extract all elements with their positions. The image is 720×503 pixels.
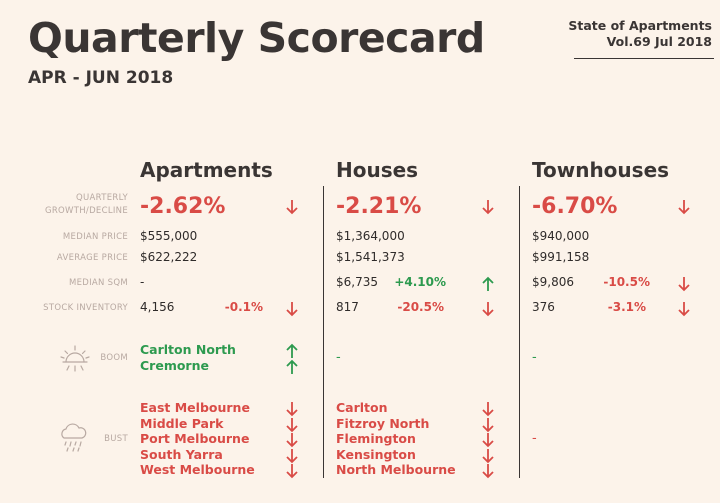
up-arrow-icon — [285, 343, 299, 359]
apartments-stock: 4,156 — [140, 300, 175, 314]
down-arrow-icon — [285, 432, 299, 448]
bust-suburb: Fitzroy North — [336, 416, 430, 431]
down-arrow-icon — [285, 463, 299, 479]
townhouses-growth: -6.70% — [532, 194, 618, 219]
townhouses-stock-change: -3.1% — [607, 300, 646, 314]
townhouses-median-price: $940,000 — [532, 229, 590, 243]
townhouses-average-price: $991,158 — [532, 250, 590, 264]
apartments-average-price: $622,222 — [140, 250, 198, 264]
column-header-apartments: Apartments — [140, 158, 273, 182]
down-arrow-icon — [285, 401, 299, 417]
down-arrow-icon — [285, 417, 299, 433]
down-arrow-icon — [481, 417, 495, 433]
houses-stock: 817 — [336, 300, 359, 314]
period-subtitle: APR - JUN 2018 — [28, 68, 174, 88]
down-arrow-icon — [481, 432, 495, 448]
row-label-growth-1: QUARTERLY — [76, 193, 128, 203]
bust-suburb: Carlton — [336, 400, 388, 415]
apartments-median-sqm: - — [140, 275, 145, 289]
down-arrow-icon — [677, 199, 691, 215]
bust-suburb: Port Melbourne — [140, 431, 250, 446]
column-divider — [323, 186, 324, 478]
bust-suburb: Kensington — [336, 447, 416, 462]
down-arrow-icon — [481, 448, 495, 464]
houses-median-sqm: $6,735 — [336, 275, 378, 289]
houses-average-price: $1,541,373 — [336, 250, 405, 264]
down-arrow-icon — [481, 463, 495, 479]
houses-boom-none: - — [336, 350, 341, 365]
houses-growth: -2.21% — [336, 194, 422, 219]
page-title: Quarterly Scorecard — [28, 14, 485, 62]
down-arrow-icon — [285, 199, 299, 215]
bust-suburb: North Melbourne — [336, 462, 456, 477]
rain-cloud-icon — [56, 420, 90, 458]
boom-suburb: Carlton North — [140, 342, 236, 357]
column-header-houses: Houses — [336, 158, 419, 182]
bust-suburb: West Melbourne — [140, 462, 255, 477]
sun-icon — [58, 341, 92, 379]
row-label-median-sqm: MEDIAN SQM — [68, 278, 128, 288]
boom-suburb: Cremorne — [140, 358, 209, 373]
down-arrow-icon — [481, 301, 495, 317]
row-label-growth-2: GROWTH/DECLINE — [44, 206, 128, 216]
column-header-townhouses: Townhouses — [532, 158, 670, 182]
townhouses-median-sqm: $9,806 — [532, 275, 574, 289]
publication-divider — [574, 58, 714, 59]
down-arrow-icon — [481, 401, 495, 417]
townhouses-boom-none: - — [532, 350, 537, 365]
houses-sqm-change: +4.10% — [394, 275, 446, 289]
down-arrow-icon — [677, 301, 691, 317]
townhouses-stock: 376 — [532, 300, 555, 314]
apartments-median-price: $555,000 — [140, 229, 198, 243]
bust-suburb: Middle Park — [140, 416, 224, 431]
row-label-median-price: MEDIAN PRICE — [62, 232, 128, 242]
bust-suburb: Flemington — [336, 431, 416, 446]
houses-median-price: $1,364,000 — [336, 229, 405, 243]
up-arrow-icon — [481, 276, 495, 292]
down-arrow-icon — [285, 448, 299, 464]
houses-stock-change: -20.5% — [397, 300, 444, 314]
apartments-stock-change: -0.1% — [224, 300, 263, 314]
down-arrow-icon — [677, 276, 691, 292]
apartments-growth: -2.62% — [140, 194, 226, 219]
publication-name: State of Apartments — [568, 18, 712, 33]
down-arrow-icon — [481, 199, 495, 215]
bust-suburb: South Yarra — [140, 447, 223, 462]
townhouses-bust-none: - — [532, 431, 537, 446]
publication-volume: Vol.69 Jul 2018 — [606, 34, 712, 49]
bust-suburb: East Melbourne — [140, 400, 250, 415]
row-label-bust: BUST — [104, 434, 128, 444]
townhouses-sqm-change: -10.5% — [603, 275, 650, 289]
row-label-stock-inventory: STOCK INVENTORY — [43, 303, 128, 313]
column-divider — [519, 186, 520, 478]
row-label-boom: BOOM — [100, 353, 128, 363]
up-arrow-icon — [285, 359, 299, 375]
row-label-average-price: AVERAGE PRICE — [56, 253, 128, 263]
down-arrow-icon — [285, 301, 299, 317]
